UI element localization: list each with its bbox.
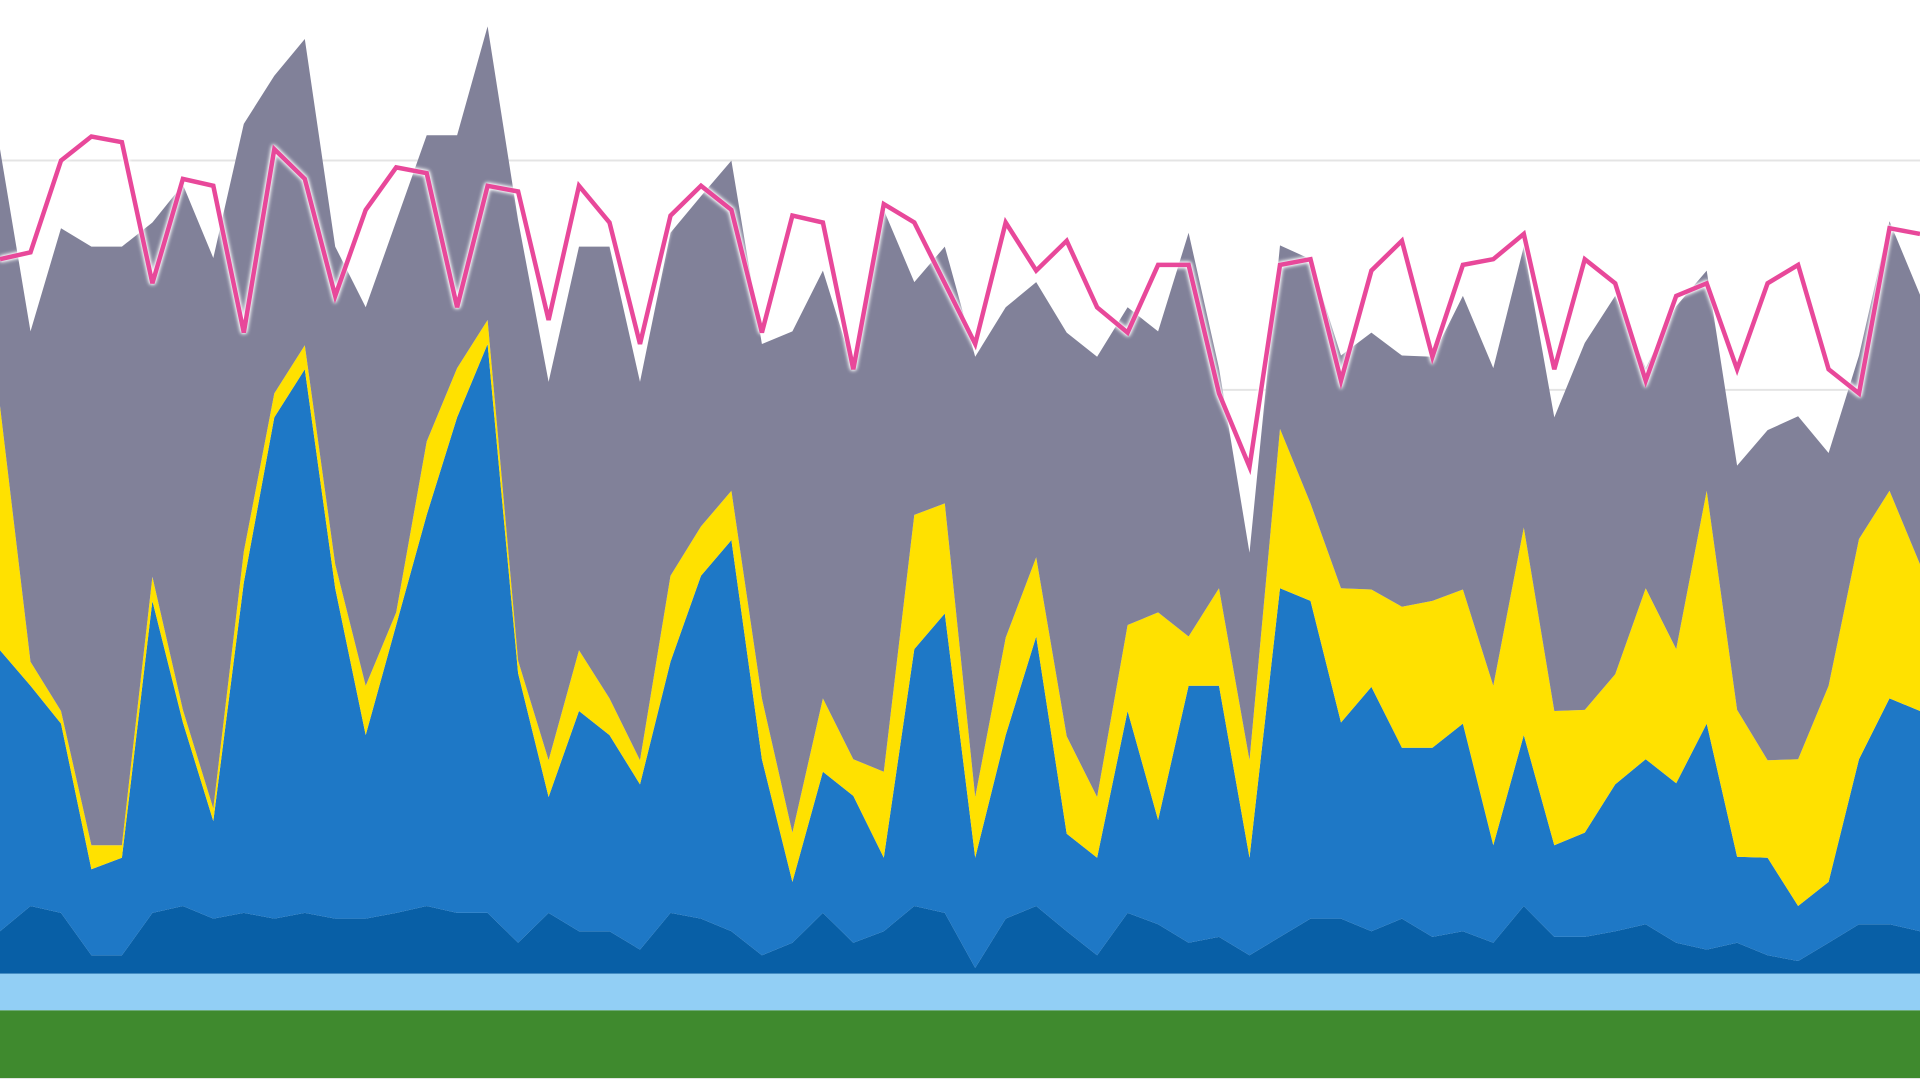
area	[0, 320, 1920, 906]
area	[0, 26, 1920, 846]
line	[0, 134, 1920, 476]
area	[0, 1010, 1920, 1078]
area	[0, 973, 1920, 1011]
area	[0, 344, 1920, 968]
area	[0, 906, 1920, 974]
